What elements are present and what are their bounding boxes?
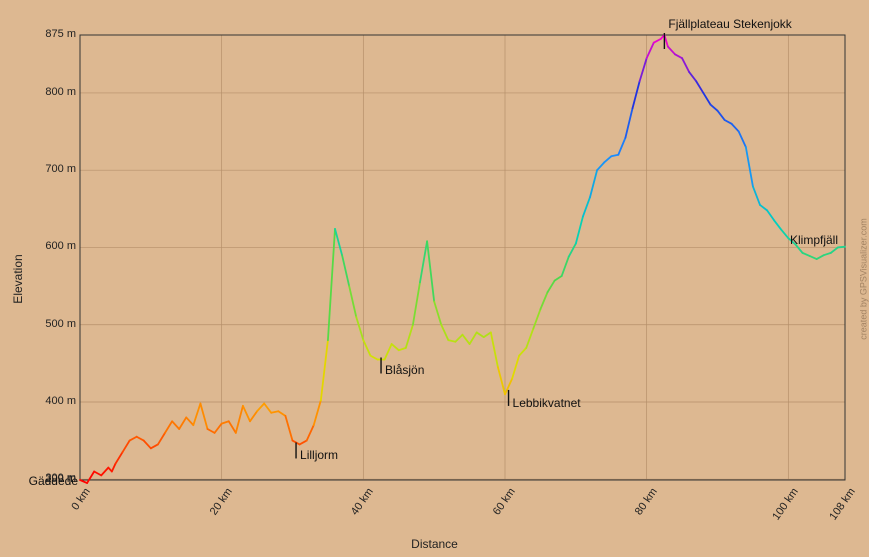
- credit-text: created by GPSVisualizer.com: [858, 218, 868, 339]
- waypoint-label: Lilljorm: [300, 448, 338, 462]
- elevation-chart: [0, 0, 869, 557]
- waypoint-label: Blåsjön: [385, 363, 424, 377]
- waypoint-label: Klimpfjäll: [790, 233, 838, 247]
- x-axis-label: Distance: [411, 537, 458, 551]
- y-tick-label: 700 m: [16, 163, 76, 175]
- y-tick-label: 800 m: [16, 86, 76, 98]
- y-tick-label: 600 m: [16, 240, 76, 252]
- y-axis-label: Elevation: [11, 254, 25, 303]
- waypoint-label: Gäddede: [29, 474, 78, 488]
- waypoint-label: Fjällplateau Stekenjokk: [668, 17, 791, 31]
- waypoint-label: Lebbikvatnet: [513, 396, 581, 410]
- y-tick-label: 500 m: [16, 318, 76, 330]
- y-tick-label: 875 m: [16, 28, 76, 40]
- y-tick-label: 400 m: [16, 395, 76, 407]
